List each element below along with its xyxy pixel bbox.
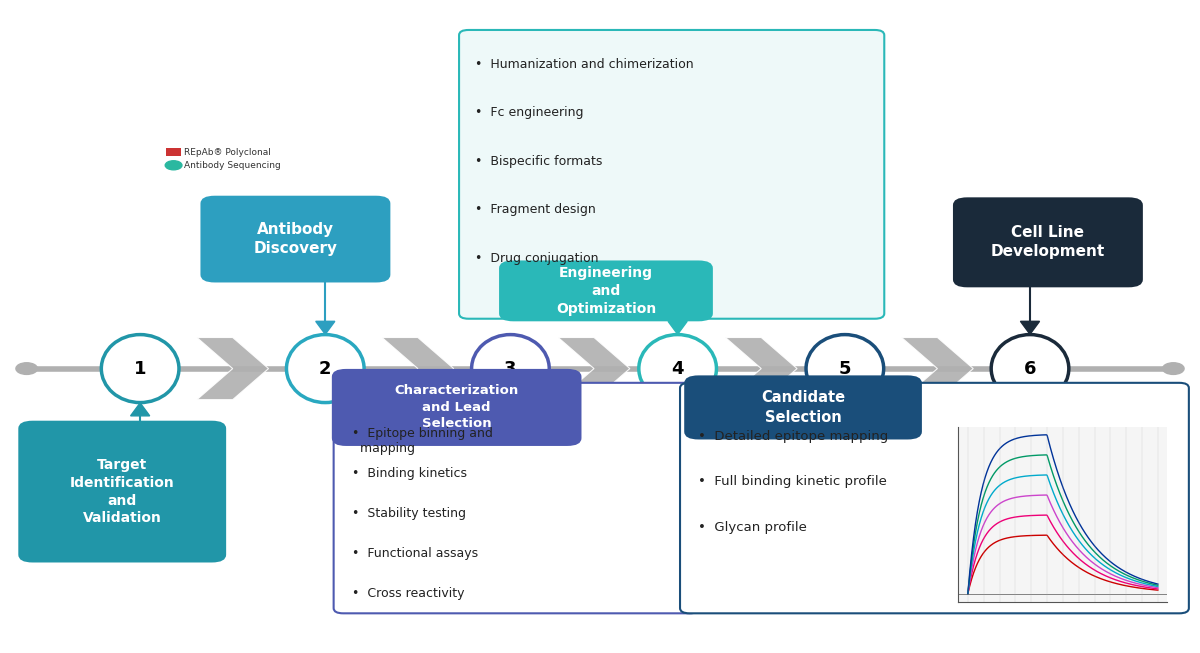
Text: Characterization
and Lead
Selection: Characterization and Lead Selection xyxy=(395,385,518,430)
Text: REpAb® Polyclonal: REpAb® Polyclonal xyxy=(185,148,271,157)
Ellipse shape xyxy=(991,334,1069,403)
Ellipse shape xyxy=(101,334,179,403)
Text: 4: 4 xyxy=(671,360,684,377)
Polygon shape xyxy=(668,321,688,334)
Text: Target
Identification
and
Validation: Target Identification and Validation xyxy=(70,458,174,526)
Circle shape xyxy=(16,363,37,374)
Text: Candidate
Selection: Candidate Selection xyxy=(761,390,845,424)
FancyBboxPatch shape xyxy=(499,261,713,321)
Text: •  Glycan profile: • Glycan profile xyxy=(698,520,806,534)
FancyBboxPatch shape xyxy=(334,383,700,613)
Polygon shape xyxy=(197,338,269,400)
Text: •  Fragment design: • Fragment design xyxy=(474,204,595,217)
FancyBboxPatch shape xyxy=(167,148,181,156)
Polygon shape xyxy=(316,321,335,334)
Text: 5: 5 xyxy=(839,360,851,377)
FancyBboxPatch shape xyxy=(460,30,884,319)
Ellipse shape xyxy=(472,334,550,403)
Ellipse shape xyxy=(287,334,364,403)
Text: •  Humanization and chimerization: • Humanization and chimerization xyxy=(474,58,694,71)
Text: 6: 6 xyxy=(1024,360,1037,377)
Text: •  Drug conjugation: • Drug conjugation xyxy=(474,252,598,265)
Text: •  Epitope binning and
  mapping: • Epitope binning and mapping xyxy=(352,427,492,455)
Polygon shape xyxy=(558,338,630,400)
Text: •  Bispecific formats: • Bispecific formats xyxy=(474,155,602,168)
Text: 2: 2 xyxy=(319,360,331,377)
Circle shape xyxy=(166,161,182,170)
Text: Antibody Sequencing: Antibody Sequencing xyxy=(185,161,281,170)
FancyBboxPatch shape xyxy=(953,197,1142,287)
Text: •  Detailed epitope mapping: • Detailed epitope mapping xyxy=(698,430,888,443)
FancyBboxPatch shape xyxy=(684,375,922,439)
Text: •  Full binding kinetic profile: • Full binding kinetic profile xyxy=(698,475,887,488)
Circle shape xyxy=(1163,363,1184,374)
Polygon shape xyxy=(131,403,150,416)
Text: Antibody
Discovery: Antibody Discovery xyxy=(253,222,337,256)
FancyBboxPatch shape xyxy=(200,196,390,283)
Polygon shape xyxy=(835,403,854,416)
FancyBboxPatch shape xyxy=(680,383,1189,613)
Text: •  Stability testing: • Stability testing xyxy=(352,507,466,520)
Text: •  Binding kinetics: • Binding kinetics xyxy=(352,467,467,480)
Text: Cell Line
Development: Cell Line Development xyxy=(991,225,1105,259)
Text: 1: 1 xyxy=(134,360,146,377)
Text: Engineering
and
Optimization: Engineering and Optimization xyxy=(556,266,656,316)
FancyBboxPatch shape xyxy=(332,369,582,446)
Polygon shape xyxy=(1020,321,1039,334)
Polygon shape xyxy=(726,338,797,400)
FancyBboxPatch shape xyxy=(18,421,226,562)
Ellipse shape xyxy=(806,334,883,403)
Ellipse shape xyxy=(638,334,716,403)
Polygon shape xyxy=(382,338,454,400)
Text: •  Fc engineering: • Fc engineering xyxy=(474,106,583,119)
Polygon shape xyxy=(500,403,520,416)
Text: •  Cross reactivity: • Cross reactivity xyxy=(352,588,464,600)
Polygon shape xyxy=(901,338,973,400)
Text: 3: 3 xyxy=(504,360,517,377)
Text: •  Functional assays: • Functional assays xyxy=(352,547,478,560)
